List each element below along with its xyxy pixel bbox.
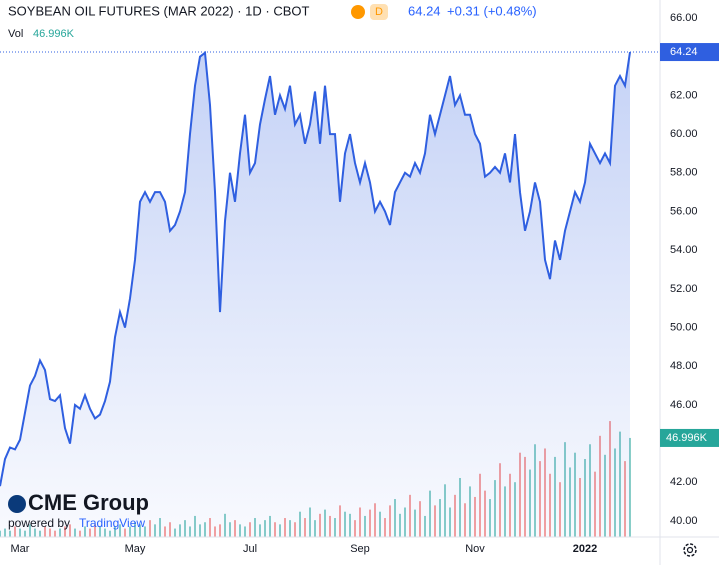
volume-box bbox=[660, 428, 719, 447]
x-tick-label: Nov bbox=[465, 543, 485, 555]
logo-brand: CME Group bbox=[28, 490, 149, 515]
volume-value: 46.996K bbox=[33, 28, 75, 40]
x-tick-label: May bbox=[125, 543, 146, 555]
price-change: +0.31 (+0.48%) bbox=[447, 3, 537, 18]
y-tick-label: 52.00 bbox=[670, 283, 698, 295]
plot-area bbox=[0, 50, 631, 538]
logo-icon bbox=[8, 495, 26, 513]
badge-text: D bbox=[375, 6, 383, 18]
x-tick-label: Jul bbox=[243, 543, 257, 555]
y-tick-label: 54.00 bbox=[670, 244, 698, 256]
price-area bbox=[0, 52, 630, 538]
last-price-box bbox=[660, 43, 719, 62]
badge-dot bbox=[351, 5, 365, 19]
symbol-title: SOYBEAN OIL FUTURES (MAR 2022) · 1D · CB… bbox=[8, 3, 310, 18]
y-tick-label: 50.00 bbox=[670, 321, 698, 333]
volume-box-label: 46.996K bbox=[666, 432, 708, 444]
y-tick-label: 42.00 bbox=[670, 476, 698, 488]
y-tick-label: 62.00 bbox=[670, 89, 698, 101]
price-line bbox=[0, 50, 631, 487]
y-tick-label: 46.00 bbox=[670, 399, 698, 411]
x-tick-label: Mar bbox=[11, 543, 30, 555]
y-tick-label: 66.00 bbox=[670, 12, 698, 24]
logo-provider: TradingView bbox=[79, 516, 145, 530]
y-tick-label: 56.00 bbox=[670, 205, 698, 217]
settings-icon[interactable] bbox=[683, 543, 697, 557]
y-tick-label: 48.00 bbox=[670, 360, 698, 372]
volume-caption: Vol bbox=[8, 28, 23, 40]
x-tick-label: Sep bbox=[350, 543, 370, 555]
last-price-label: 64.24 bbox=[670, 46, 698, 58]
last-price: 64.24 bbox=[408, 3, 441, 18]
logo-powered: powered by bbox=[8, 516, 70, 530]
badge bbox=[370, 4, 388, 20]
y-tick-label: 58.00 bbox=[670, 167, 698, 179]
y-tick-label: 40.00 bbox=[670, 515, 698, 527]
y-tick-label: 60.00 bbox=[670, 128, 698, 140]
x-tick-label: 2022 bbox=[573, 543, 597, 555]
